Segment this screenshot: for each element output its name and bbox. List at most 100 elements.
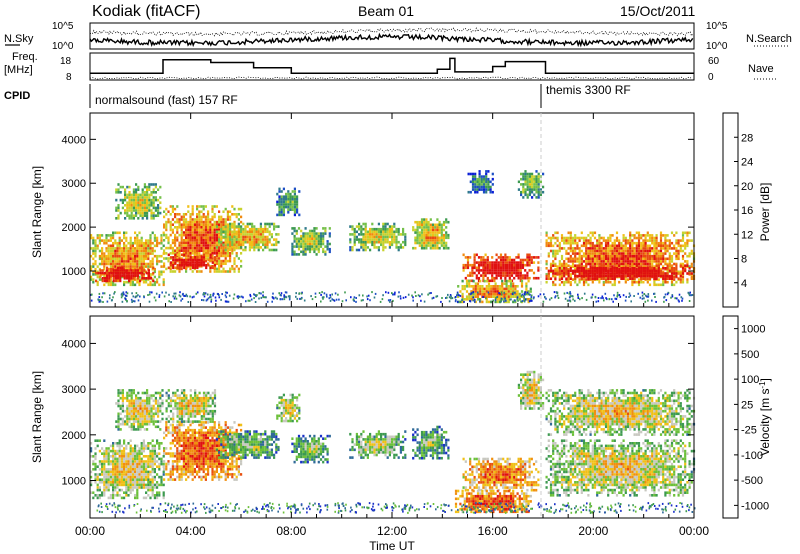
power-echoes [90,170,696,304]
y-tick-label: 1000 [62,266,86,278]
nsky-tick-bottom: 10^0 [52,41,74,52]
nsky-trace [89,32,694,48]
echo-region [457,279,532,304]
echo-region [454,489,532,514]
nsearch-label: N.Search [746,33,792,45]
colorbar-tick-label: -500 [741,475,763,487]
echo-region [276,393,301,423]
freq-strip: Freq. [MHz] 18 8 60 0 Nave [4,51,776,83]
echo-region [517,370,545,410]
freq-tick-top: 18 [60,56,72,67]
nsearch-tick-bottom: 10^0 [706,41,728,52]
freq-label: Freq. [12,51,38,63]
echo-region [545,439,696,497]
nave-tick-top: 60 [708,56,720,67]
velocity-echoes [90,370,696,514]
nsky-tick-top: 10^5 [52,21,74,32]
date-label: 15/Oct/2011 [620,3,695,19]
y-tick-label: 3000 [62,384,86,396]
near-range-speckle [90,291,694,303]
colorbar-frame [722,315,739,519]
colorbar-tick-label: 20 [741,181,753,193]
echo-region [412,218,450,250]
echo-region [90,439,165,500]
velocity-colorbar: 1000 500 100 25 -25 -100 -500 -1000 [722,315,769,519]
x-tick-label: 00:00 [679,524,709,538]
echo-region [517,170,545,199]
velocity-panel: 1000 2000 3000 4000 00:00 04:00 08:00 12:00 16:… [30,113,772,553]
x-tick-label: 12:00 [377,524,407,538]
echo-region [90,231,165,287]
near-range-speckle [96,502,696,514]
time-x-axis: 00:00 04:00 08:00 12:00 16:00 20:00 00:00 [75,113,709,538]
x-tick-label: 20:00 [578,524,608,538]
y-tick-label: 2000 [62,430,86,442]
x-tick-label: 00:00 [75,524,105,538]
colorbar-tick-label: -100 [741,450,763,462]
y-tick-label: 2000 [62,222,86,234]
echo-region [462,457,540,492]
echo-region [412,425,450,460]
power-colorbar: 4 8 12 16 20 24 28 [722,112,753,308]
echo-region [215,430,280,459]
colorbar-tick-label: -25 [741,425,757,437]
nsky-strip: N.Sky 10^5 10^0 10^5 10^0 N.Search [4,21,792,52]
nsearch-trace [89,27,694,37]
power-colorbar-label: Power [dB] [758,183,772,242]
echo-region [349,430,407,459]
y-tick-label: 1000 [62,476,86,488]
nave-tick-bottom: 0 [708,72,714,83]
echo-region [163,421,243,481]
echo-region [115,389,164,431]
nsky-label: N.Sky [4,33,34,45]
x-tick-label: 16:00 [478,524,508,538]
colorbar-tick-label: 12 [741,229,753,241]
time-xlabel: Time UT [369,539,415,553]
echo-region [167,253,217,270]
echo-region [165,389,217,423]
nave-label: Nave [748,63,774,75]
echo-region [291,227,331,256]
power-panel: 1000 2000 3000 4000 Slant Range [km] 4 8 12 16… [30,112,772,308]
velocity-y-axis: 1000 2000 3000 4000 [62,338,694,488]
cpid-segment-1: normalsound (fast) 157 RF [95,93,238,107]
echo-region [545,389,696,436]
nsearch-tick-top: 10^5 [706,21,728,32]
echo-region [291,434,331,464]
colorbar-tick-label: 1000 [741,324,765,336]
colorbar-tick-label: 4 [741,278,747,290]
power-y-axis: 1000 2000 3000 4000 [62,134,694,278]
echo-region [349,222,407,252]
freq-trace [90,57,694,75]
echo-region [215,222,280,252]
colorbar-tick-label: -1000 [741,500,769,512]
cpid-label: CPID [4,90,30,102]
velocity-colorbar-label: Velocity [m s-1] [758,378,772,456]
station-title: Kodiak (fitACF) [92,3,200,20]
colorbar-tick-label: 25 [741,399,753,411]
colorbar-tick-label: 16 [741,205,753,217]
y-tick-label: 4000 [62,134,86,146]
echo-region [276,187,301,217]
colorbar-tick-label: 500 [741,349,759,361]
colorbar-tick-label: 100 [741,374,759,386]
velocity-ylabel: Slant Range [km] [30,371,44,463]
echo-region [467,170,494,194]
x-tick-label: 08:00 [276,524,306,538]
echo-region [115,183,162,220]
colorbar-tick-label: 8 [741,254,747,266]
echo-region [95,266,155,283]
y-tick-label: 3000 [62,178,86,190]
power-ylabel: Slant Range [km] [30,166,44,258]
nave-trace [89,76,692,80]
freq-unit-label: [MHz] [4,64,33,76]
cpid-segment-2: themis 3300 RF [546,83,631,97]
x-tick-label: 04:00 [176,524,206,538]
echo-region [462,253,540,283]
cpid-strip: CPID normalsound (fast) 157 RF themis 33… [4,83,631,108]
beam-label: Beam 01 [358,3,414,19]
colorbar-tick-label: 24 [741,157,753,169]
y-tick-label: 4000 [62,338,86,350]
freq-tick-bottom: 8 [66,72,72,83]
